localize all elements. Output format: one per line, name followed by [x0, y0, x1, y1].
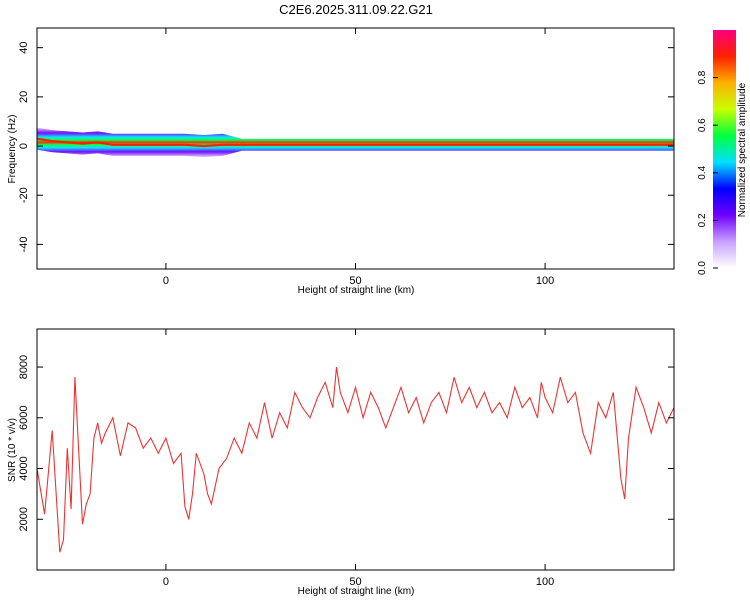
- y-tick-label: 2000: [18, 507, 30, 531]
- snr-line: [37, 367, 674, 553]
- y-tick-label: 20: [18, 91, 30, 103]
- y-tick-label: 40: [18, 42, 30, 54]
- y-tick-label: -20: [18, 187, 30, 203]
- figure-title: C2E6.2025.311.09.22.G21: [279, 2, 433, 17]
- colorbar-gradient: [713, 30, 736, 268]
- y-axis-label: Frequency (Hz): [7, 115, 18, 184]
- colorbar-tick-label: 0.0: [697, 261, 708, 275]
- colorbar-tick-label: 0.4: [697, 165, 708, 179]
- spectral-ridge-band: [37, 127, 674, 158]
- y-tick-label: 4000: [18, 456, 30, 480]
- plot-area: [37, 329, 674, 570]
- y-tick-label: 8000: [18, 355, 30, 379]
- colorbar-tick-label: 0.2: [697, 213, 708, 227]
- x-tick-label: 50: [349, 275, 361, 287]
- spectrogram-panel: -40 -20 0 20 40 0 50 100 Height of straight line…: [7, 27, 675, 296]
- colorbar-tick-label: 0.6: [697, 118, 708, 132]
- y-tick-label: 6000: [18, 406, 30, 430]
- y-tick-label: -40: [18, 236, 30, 252]
- snr-panel: 2000 4000 6000 8000 0 50 100 Height of straight…: [7, 328, 675, 597]
- colorbar-label: Normalized spectral amplitude: [737, 82, 748, 217]
- x-tick-label: 100: [536, 275, 554, 287]
- colorbar-tick-label: 0.8: [697, 70, 708, 84]
- x-tick-label: 100: [536, 576, 554, 588]
- spectral-ridge-peak: [36, 137, 674, 148]
- x-axis-label: Height of straight line (km): [298, 285, 415, 296]
- x-tick-label: 0: [163, 275, 169, 287]
- y-axis-label: SNR (10 * v/v): [7, 418, 18, 482]
- x-axis-label: Height of straight line (km): [298, 586, 415, 597]
- x-tick-label: 0: [163, 576, 169, 588]
- colorbar: 0.0 0.2 0.4 0.6 0.8 Normalized spectral ampli…: [697, 30, 748, 275]
- y-tick-label: 0: [18, 143, 30, 149]
- x-tick-label: 50: [349, 576, 361, 588]
